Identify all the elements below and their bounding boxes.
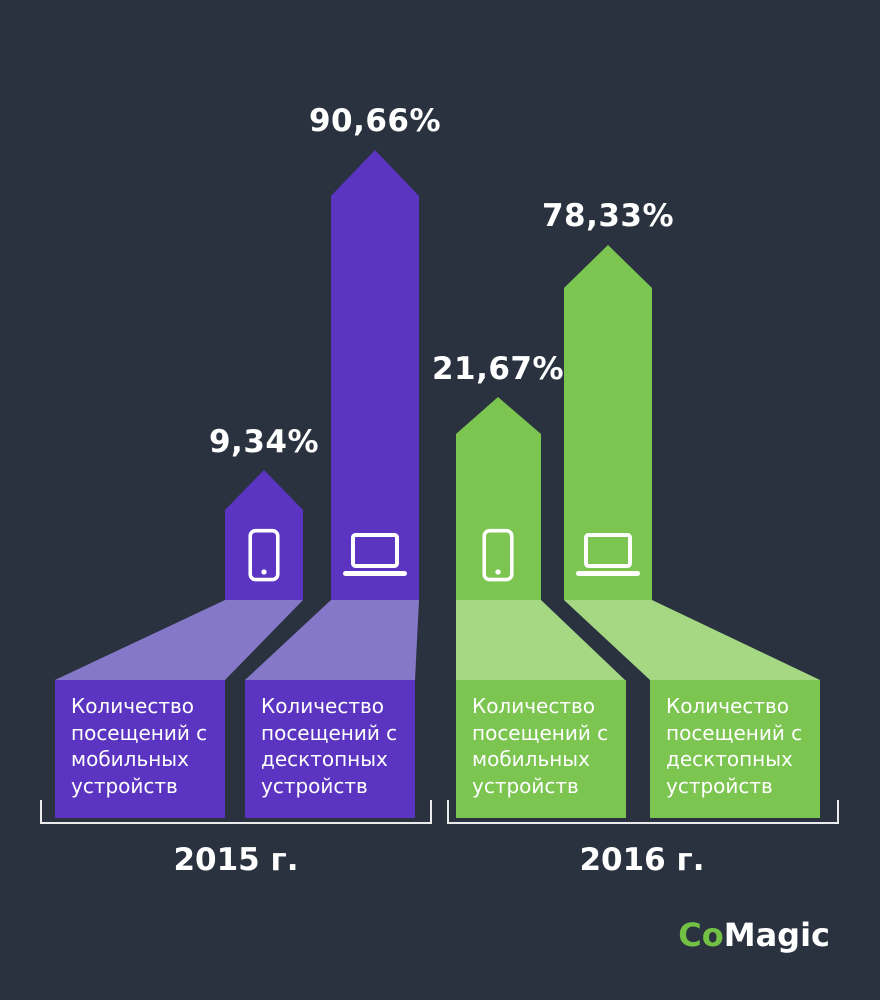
year-label-2015: 2015 г. <box>173 842 299 878</box>
value-label-2016-desktop: 78,33% <box>541 198 675 234</box>
bar-2015-mobile <box>225 470 303 600</box>
phone-home-button <box>261 569 267 575</box>
laptop-base <box>343 571 407 576</box>
ribbon-2016-desktop <box>564 600 820 680</box>
laptop-screen <box>351 533 399 568</box>
value-label-2015-mobile: 9,34% <box>208 424 320 460</box>
bracket-2015 <box>40 800 432 824</box>
value-label-2015-desktop: 90,66% <box>308 103 442 139</box>
logo-co: Co <box>678 916 724 954</box>
laptop-icon <box>343 533 407 576</box>
bar-2015-desktop <box>331 150 419 600</box>
year-label-2016: 2016 г. <box>579 842 705 878</box>
comagic-logo: CoMagic <box>678 916 830 954</box>
laptop-base <box>576 571 640 576</box>
phone-home-button <box>495 569 501 575</box>
ribbon-2015-mobile <box>55 600 303 680</box>
phone-icon <box>248 528 280 582</box>
legend-box-2015-desktop: Количество посещений с десктопных устрой… <box>245 680 415 818</box>
phone-body <box>482 528 514 582</box>
ribbon-2016-mobile <box>456 600 625 680</box>
laptop-screen <box>584 533 632 568</box>
legend-box-2016-mobile: Количество посещений с мобильных устройс… <box>456 680 626 818</box>
laptop-icon <box>576 533 640 576</box>
phone-body <box>248 528 280 582</box>
phone-icon <box>482 528 514 582</box>
bracket-2016 <box>447 800 839 824</box>
bar-2016-desktop <box>564 245 652 600</box>
ribbon-2015-desktop <box>245 600 419 680</box>
logo-magic: Magic <box>723 916 830 954</box>
bar-2016-mobile <box>456 397 541 600</box>
legend-box-2016-desktop: Количество посещений с десктопных устрой… <box>650 680 820 818</box>
legend-box-2015-mobile: Количество посещений с мобильных устройс… <box>55 680 225 818</box>
value-label-2016-mobile: 21,67% <box>431 351 565 387</box>
